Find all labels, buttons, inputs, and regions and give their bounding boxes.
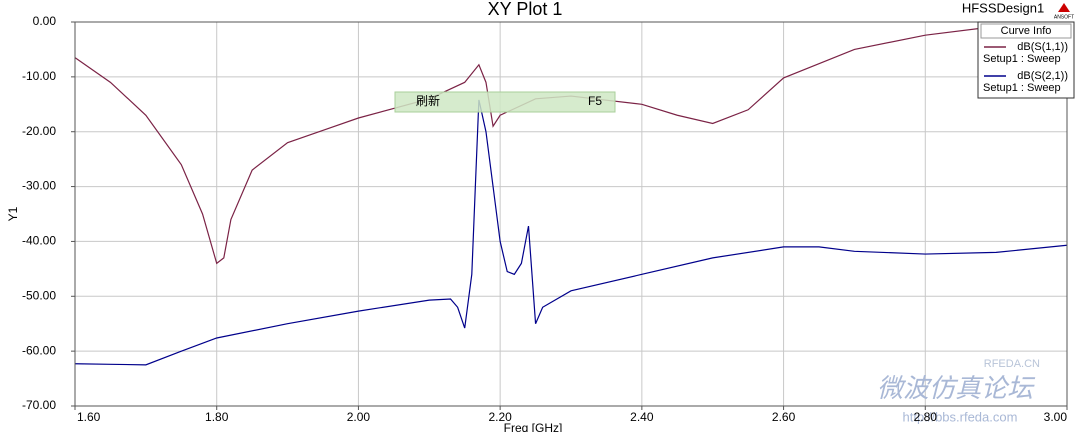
y-tick-label: -10.00 [22,69,56,83]
legend-title: Curve Info [1001,25,1052,37]
grid [74,21,1068,407]
legend: Curve Info [977,21,1075,99]
x-axis-label: Freq [GHz] [504,421,563,432]
x-tick-label: 2.40 [630,410,654,424]
chart-title: XY Plot 1 [488,0,563,19]
watermark: 微波仿真论坛 [877,373,1036,403]
tooltip-text: 刷新 [416,93,440,108]
y-tick-label: -50.00 [22,288,56,302]
x-tick-label: 3.00 [1044,410,1068,424]
y-tick-label: -20.00 [22,124,56,138]
plot-frame [74,21,1068,407]
y-tick-label: 0.00 [33,14,57,28]
x-tick-label: 1.60 [77,410,101,424]
legend-solution: Setup1 : Sweep [983,82,1061,94]
x-tick-label: 1.80 [205,410,229,424]
y-tick-label: -70.00 [22,398,56,412]
logo-text: ANSOFT [1054,14,1074,20]
watermark: http://bbs.rfeda.com [903,409,1018,424]
tooltip-box [394,91,616,113]
watermark: RFEDA.CN [984,358,1040,370]
legend-header-box [980,23,1072,39]
legend-entry: dB(S(2,1)) [1017,70,1068,82]
plot-lines [74,23,1068,366]
x-tick-label: 2.60 [772,410,796,424]
design-name: HFSSDesign1 [962,0,1044,15]
x-tick-label: 2.80 [914,410,938,424]
y-tick-label: -40.00 [22,234,56,248]
logo-icon [1058,3,1070,12]
y-axis-label: Y1 [6,206,20,221]
series-line [74,23,1068,265]
x-tick-label: 2.00 [347,410,371,424]
x-tick-label: 2.20 [488,410,512,424]
y-tick-label: -30.00 [22,179,56,193]
series-line [74,99,1068,366]
y-tick-label: -60.00 [22,343,56,357]
legend-entry: dB(S(1,1)) [1017,41,1068,53]
legend-solution: Setup1 : Sweep [983,53,1061,65]
context-tooltip: 刷新 F5 [394,91,616,113]
tooltip-shortcut: F5 [588,94,602,108]
